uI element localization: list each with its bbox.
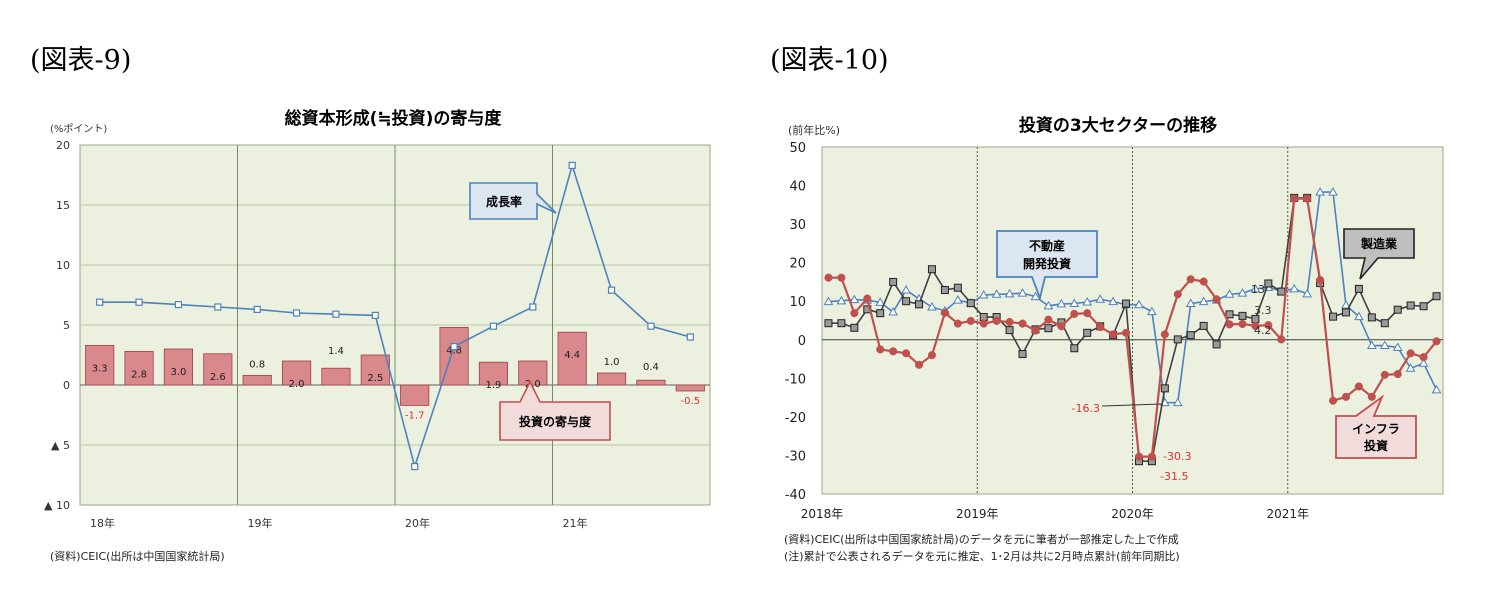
growth-rate-point	[214, 303, 222, 311]
figure-10-label: (図表-10)	[770, 45, 889, 76]
bar-data-label: 0.4	[643, 362, 659, 373]
growth-rate-point	[529, 303, 537, 311]
bar-data-label: -1.7	[405, 410, 425, 421]
bar-data-label: 2.5	[367, 373, 383, 384]
callout-growth-rate	[469, 182, 557, 220]
bar-data-label: 3.3	[92, 363, 108, 374]
growth-rate-line	[99, 162, 691, 470]
bar-contribution	[321, 367, 351, 386]
chart9-source: (資料)CEIC(出所は中国国家統計局)	[50, 550, 225, 563]
bar-contribution	[596, 372, 627, 386]
bar-contribution	[518, 360, 548, 386]
growth-rate-point	[253, 305, 261, 313]
figure-9-label: (図表-9)	[30, 45, 132, 76]
bar-data-label: 1.9	[485, 380, 501, 391]
growth-rate-point	[332, 310, 340, 318]
chart10-source-line-1: (資料)CEIC(出所は中国国家統計局)のデータを元に筆者が一部推定した上で作成	[784, 533, 1179, 546]
chart9-x-label: 18年	[90, 516, 115, 530]
chart9-title: 総資本形成(≒投資)の寄与度	[285, 108, 503, 129]
callout-investment-contribution	[499, 380, 611, 441]
bar-data-label: 4.4	[564, 350, 580, 361]
callout-growth-rate-label: 成長率	[486, 194, 522, 209]
growth-rate-point	[292, 309, 301, 317]
chart10-note-line-2: (注)累計で公表されるデータを元に推定、1･2月は共に2月時点累計(前年同期比)	[784, 550, 1180, 563]
chart9-y-tick: 15	[56, 199, 70, 212]
chart9-y-tick: 20	[56, 139, 70, 152]
bar-data-label: 3.0	[170, 367, 186, 378]
bar-contribution	[281, 360, 312, 386]
chart9-y-axis-unit: (%ポイント)	[50, 123, 107, 135]
bar-data-label: 1.4	[328, 346, 344, 357]
growth-rate-point	[96, 298, 104, 306]
bar-contribution	[557, 331, 587, 386]
chart9-y-tick: 10	[56, 259, 70, 272]
growth-rate-point	[489, 322, 498, 330]
chart9-x-label: 20年	[405, 516, 430, 530]
chart9-y-tick: 0	[63, 379, 70, 392]
growth-rate-point	[411, 463, 419, 471]
growth-rate-point	[371, 311, 379, 319]
growth-rate-point	[647, 322, 655, 330]
chart9-y-tick: ▲ 10	[44, 499, 70, 512]
bar-contribution	[242, 374, 272, 386]
chart9-x-label: 19年	[248, 516, 273, 530]
bar-data-label: 1.0	[604, 357, 620, 368]
growth-rate-point	[135, 298, 143, 306]
bar-data-label: 0.8	[249, 359, 265, 370]
growth-rate-point	[607, 286, 616, 294]
bar-data-label: 2.6	[210, 372, 226, 383]
bar-data-label: -0.5	[681, 396, 701, 407]
growth-rate-point	[686, 333, 694, 341]
growth-rate-point	[450, 343, 458, 351]
bar-contribution	[163, 348, 194, 386]
chart9-y-tick: 5	[63, 319, 70, 332]
bar-data-label: 2.0	[289, 379, 305, 390]
chart9-x-label: 21年	[563, 516, 588, 530]
growth-rate-point	[568, 161, 576, 169]
growth-rate-point	[174, 301, 183, 309]
bar-contribution	[675, 384, 705, 392]
bar-contribution	[400, 384, 430, 406]
callout-investment-contribution-label: 投資の寄与度	[519, 414, 592, 429]
bar-contribution	[85, 344, 115, 386]
bar-contribution	[124, 350, 154, 386]
bar-data-label: 2.8	[131, 369, 147, 380]
bar-data-label: 2.0	[525, 379, 541, 390]
chart9-y-tick: ▲ 5	[51, 439, 70, 452]
bar-contribution	[203, 353, 233, 386]
bar-contribution	[478, 361, 509, 386]
bar-contribution	[636, 379, 666, 386]
bar-contribution	[360, 354, 390, 386]
bar-data-label: 4.8	[446, 345, 462, 356]
